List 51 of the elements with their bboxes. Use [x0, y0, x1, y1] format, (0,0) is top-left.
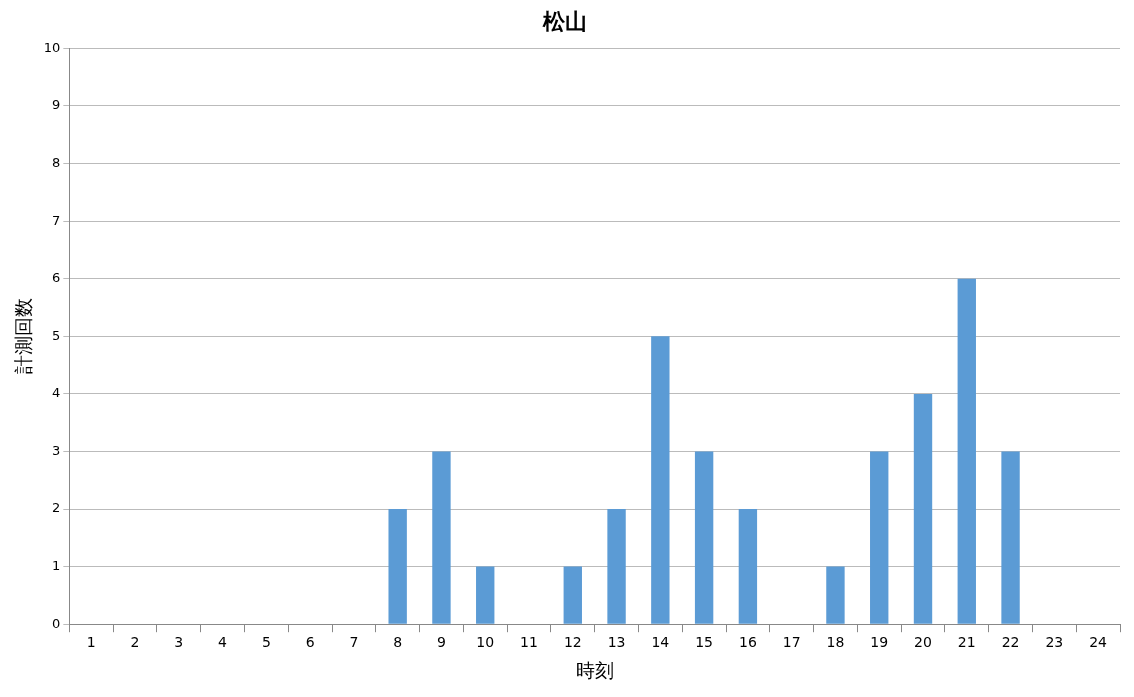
x-tick-label: 7	[349, 633, 359, 650]
bar	[432, 451, 451, 624]
x-tick-label: 3	[174, 633, 184, 650]
y-tick-label: 2	[52, 500, 61, 516]
x-tick-label: 4	[218, 633, 228, 650]
x-tick-label: 19	[870, 633, 889, 650]
bar	[738, 509, 758, 624]
x-tick-label: 6	[305, 633, 315, 650]
x-tick-label: 22	[1001, 633, 1020, 650]
x-tick-label: 5	[261, 633, 271, 650]
x-tick-label: 18	[826, 633, 845, 650]
x-tick-label: 9	[436, 633, 446, 650]
y-tick-label: 0	[52, 615, 61, 631]
x-tick-label: 1	[86, 633, 96, 650]
x-tick-label: 16	[738, 633, 757, 650]
y-tick-label: 8	[52, 154, 61, 170]
y-tick-label: 6	[52, 270, 61, 286]
y-tick-label: 5	[52, 327, 61, 343]
x-tick-label: 20	[914, 633, 932, 650]
x-tick-label: 13	[607, 633, 626, 650]
x-tick-label: 11	[520, 633, 538, 650]
y-tick-label: 10	[43, 39, 61, 55]
bar	[913, 393, 933, 624]
y-tick-label: 9	[52, 97, 61, 113]
y-tick-label: 1	[52, 557, 61, 573]
x-tick-label: 21	[957, 633, 976, 650]
bar	[607, 509, 626, 624]
bar	[1001, 451, 1020, 624]
x-tick-label: 24	[1089, 633, 1108, 650]
bar	[651, 336, 670, 624]
bar	[957, 278, 976, 624]
x-tick-label: 15	[695, 633, 714, 650]
x-tick-label: 17	[782, 633, 801, 650]
chart-title: 松山	[542, 8, 587, 34]
x-tick-label: 23	[1045, 633, 1064, 650]
x-tick-label: 10	[476, 633, 495, 650]
bar	[694, 451, 714, 624]
bar	[826, 566, 845, 624]
x-tick-label: 12	[563, 633, 582, 650]
bar	[870, 451, 889, 624]
y-tick-label: 4	[52, 385, 61, 401]
x-tick-label: 8	[393, 633, 403, 650]
y-tick-label: 3	[52, 442, 61, 458]
bar	[388, 509, 407, 624]
bar	[476, 566, 495, 624]
y-tick-label: 7	[52, 212, 61, 228]
x-tick-label: 14	[651, 633, 670, 650]
bar	[563, 566, 582, 624]
y-axis-title: 計測回数	[12, 298, 35, 375]
x-tick-label: 2	[130, 633, 140, 650]
x-axis-title: 時刻	[575, 658, 614, 681]
